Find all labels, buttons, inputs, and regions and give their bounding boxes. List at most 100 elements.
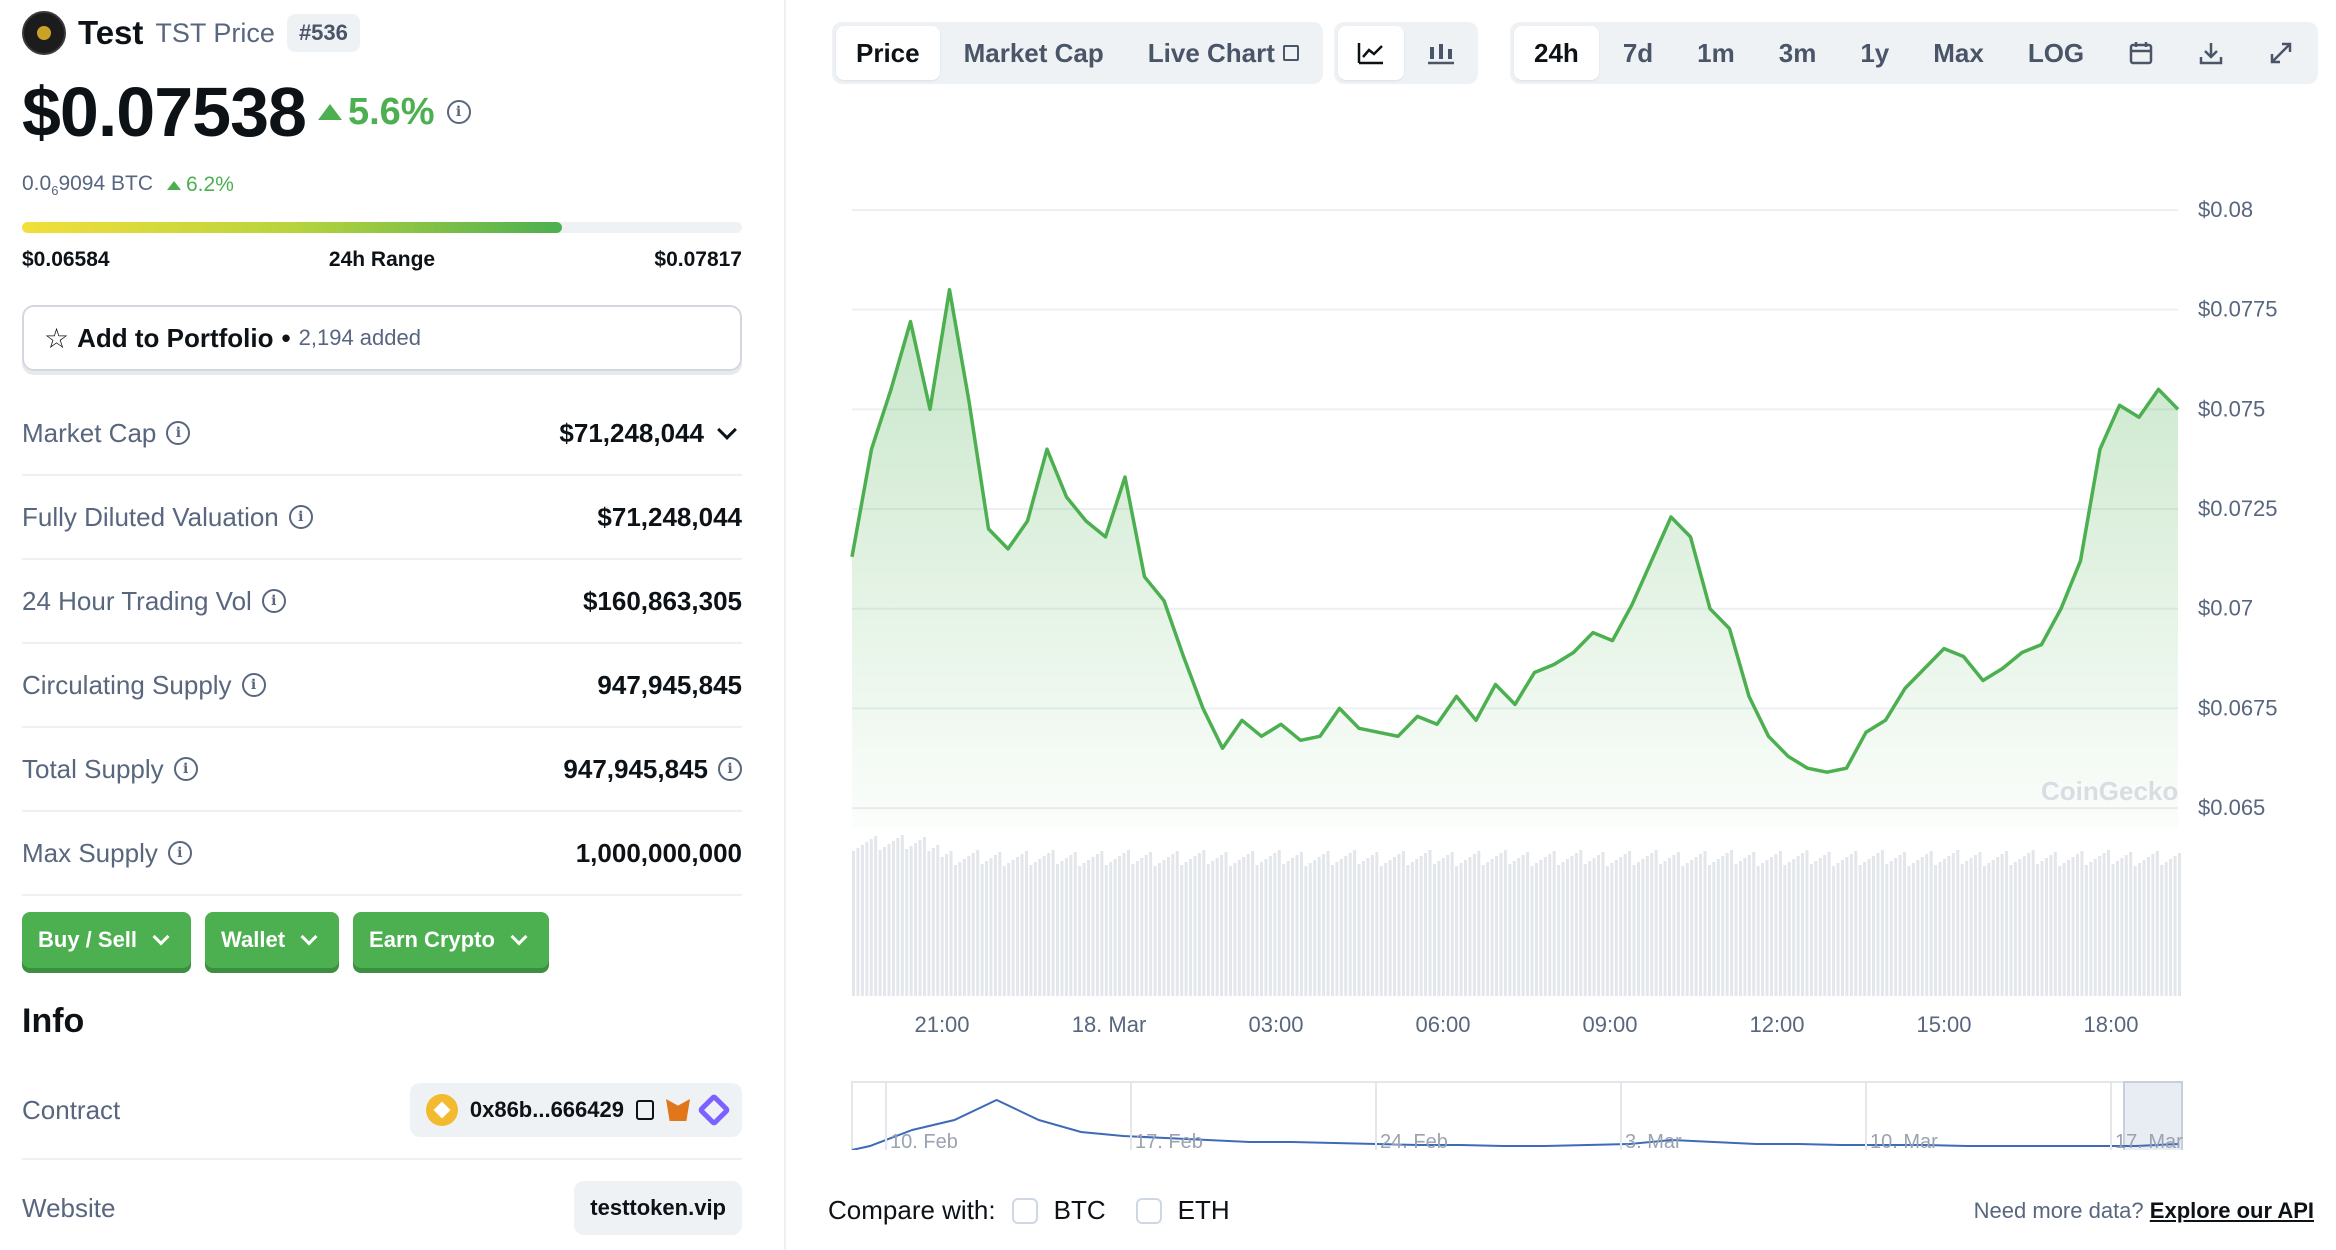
volume-bar (949, 851, 953, 996)
volume-bar (1566, 859, 1569, 996)
info-icon[interactable]: i (446, 100, 471, 124)
volume-bar (1809, 864, 1813, 996)
volume-bar (874, 836, 878, 996)
volume-bar (1894, 858, 1898, 996)
volume-bar (940, 857, 944, 996)
volume-bar (1011, 860, 1015, 996)
tab-price[interactable]: Price (836, 26, 940, 80)
volume-bar (1610, 863, 1614, 996)
range-3m[interactable]: 3m (1778, 37, 1817, 68)
copy-icon[interactable] (636, 1100, 654, 1120)
volume-bar (1450, 852, 1454, 996)
fullscreen-button[interactable] (2248, 26, 2314, 80)
range-7d[interactable]: 7d (1622, 37, 1654, 68)
volume-bar (954, 865, 957, 996)
wallet-connect-icon[interactable] (697, 1093, 731, 1127)
volume-bar (1144, 855, 1148, 996)
earn-crypto-button[interactable]: Earn Crypto (353, 912, 549, 968)
metamask-icon[interactable] (666, 1099, 690, 1121)
contract-chip[interactable]: 0x86b...666429 (409, 1083, 742, 1137)
price-chart[interactable]: $0.08 $0.0775 $0.075 $0.0725 $0.07 $0.0675 $0.… (786, 100, 2336, 1150)
volume-bar (1140, 858, 1144, 996)
tab-live-chart[interactable]: Live Chart (1128, 26, 1319, 80)
add-to-portfolio-button[interactable]: ☆ Add to Portfolio • 2,194 added (22, 305, 742, 371)
wallet-button[interactable]: Wallet (205, 912, 340, 968)
volume-bar (1561, 862, 1565, 996)
info-icon[interactable]: i (241, 673, 266, 697)
tab-market-cap[interactable]: Market Cap (963, 37, 1104, 68)
volume-bar (1197, 853, 1201, 996)
info-icon[interactable]: i (173, 757, 198, 781)
buy-sell-button[interactable]: Buy / Sell (22, 912, 192, 968)
website-link[interactable]: testtoken.vip (574, 1181, 742, 1235)
volume-bar (1583, 864, 1587, 996)
log-scale-toggle[interactable]: LOG (2027, 37, 2085, 68)
stat-row: Max Supply i 1,000,000,000 (22, 812, 742, 896)
range-24h[interactable]: 24h (1514, 26, 1599, 80)
volume-bar (2164, 862, 2168, 996)
volume-bar (1126, 850, 1130, 996)
volume-bar (1849, 854, 1853, 996)
volume-bar (1357, 864, 1361, 996)
info-icon[interactable]: i (718, 757, 742, 781)
star-icon: ☆ (44, 322, 70, 354)
contract-address: 0x86b...666429 (469, 1097, 624, 1122)
volume-bar (1313, 860, 1317, 996)
stat-value: $71,248,044 (597, 501, 742, 532)
navigator-tick-label: 3. Mar (1625, 1131, 1682, 1150)
compare-eth-checkbox[interactable] (1135, 1197, 1162, 1224)
volume-bar (1845, 857, 1849, 996)
compare-btc-checkbox[interactable] (1011, 1197, 1038, 1224)
info-icon[interactable]: i (167, 841, 192, 865)
download-button[interactable] (2178, 26, 2244, 80)
volume-bar (980, 864, 984, 996)
volume-bar (1095, 854, 1099, 996)
volume-bar (1969, 858, 1973, 996)
volume-bar (1441, 858, 1445, 996)
chevron-down-icon (510, 928, 528, 946)
volume-bar (2009, 865, 2013, 996)
volume-bar (989, 858, 993, 996)
volume-bar (1268, 856, 1272, 996)
coingecko-watermark: CoinGecko (2041, 776, 2178, 806)
stats-table: Market Cap i $71,248,044 Fully Diluted Va… (22, 392, 742, 896)
expand-icon (2270, 42, 2292, 64)
volume-bar (1060, 861, 1064, 996)
volume-bar (2062, 863, 2066, 996)
volume-bar (1499, 853, 1503, 996)
volume-bar (1481, 865, 1485, 996)
chevron-down-icon (152, 928, 170, 946)
calendar-button[interactable] (2108, 26, 2174, 80)
range-low: $0.06584 (22, 248, 110, 271)
volume-bar (1375, 852, 1379, 996)
volume-bar (1051, 850, 1055, 996)
volume-bar (1056, 864, 1059, 996)
range-1y[interactable]: 1y (1860, 37, 1890, 68)
chevron-down-icon[interactable] (717, 420, 737, 440)
volume-bar (2018, 859, 2022, 996)
volume-bar (1783, 865, 1787, 996)
candlestick-button[interactable] (1408, 26, 1474, 80)
x-tick-label: 15:00 (1916, 1012, 1971, 1037)
line-chart-button[interactable] (1338, 26, 1404, 80)
volume-bar (2138, 863, 2142, 996)
volume-bar (1840, 860, 1844, 996)
volume-bar (1193, 856, 1197, 996)
info-icon[interactable]: i (288, 505, 313, 529)
volume-bar (1038, 859, 1042, 996)
volume-bar (1468, 857, 1472, 996)
volume-bar (1353, 850, 1357, 996)
volume-bar (1836, 863, 1840, 996)
range-max[interactable]: Max (1933, 37, 1984, 68)
volume-bar (887, 844, 891, 996)
range-1m[interactable]: 1m (1697, 37, 1735, 68)
volume-bar (869, 839, 873, 996)
info-icon[interactable]: i (166, 421, 191, 445)
volume-bar (1814, 861, 1818, 996)
volume-bar (1118, 856, 1122, 996)
info-icon[interactable]: i (261, 589, 286, 613)
explore-api-link[interactable]: Explore our API (2149, 1198, 2314, 1223)
volume-bar (900, 835, 904, 996)
stat-key: Circulating Supply (22, 669, 232, 700)
volume-bar (1880, 850, 1884, 996)
